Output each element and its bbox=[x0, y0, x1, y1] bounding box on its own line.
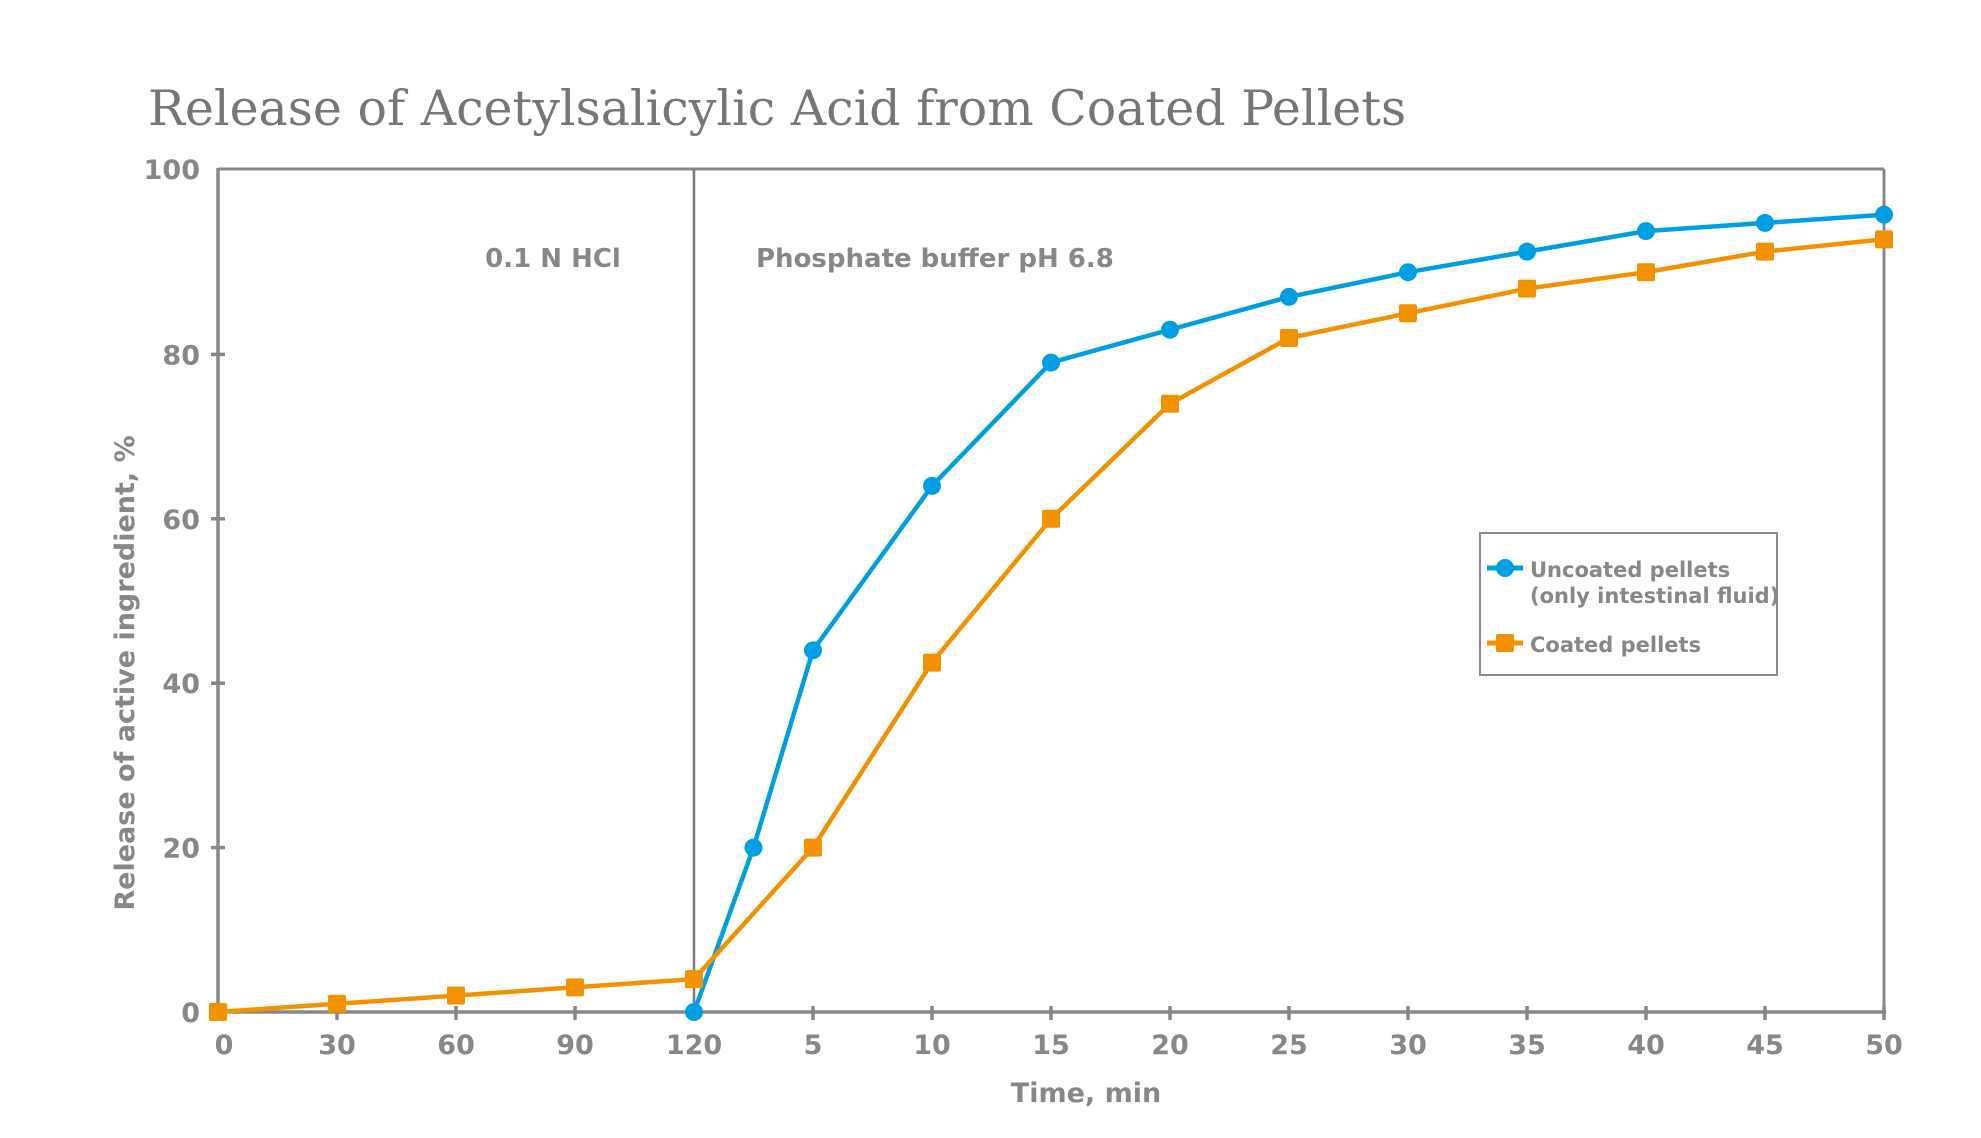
data-point-uncoated bbox=[744, 838, 763, 857]
x-tick-label: 35 bbox=[1508, 1030, 1546, 1061]
data-point-uncoated bbox=[1280, 287, 1298, 306]
x-tick-label: 40 bbox=[1627, 1030, 1665, 1061]
legend-label-coated: Coated pellets bbox=[1530, 633, 1701, 657]
data-point-uncoated bbox=[1161, 320, 1179, 339]
data-point-coated bbox=[447, 986, 465, 1005]
x-tick-label: 120 bbox=[666, 1030, 722, 1061]
legend-entry-coated: Coated pellets bbox=[1487, 633, 1701, 657]
legend: Uncoated pellets (only intestinal fluid)… bbox=[1479, 532, 1779, 676]
data-point-coated bbox=[685, 970, 703, 989]
data-point-coated bbox=[1637, 263, 1655, 282]
data-point-uncoated bbox=[685, 1003, 703, 1021]
y-axis-ticks: 0 20 40 60 80 100 bbox=[144, 155, 225, 1029]
x-tick-label: 45 bbox=[1746, 1030, 1784, 1061]
data-point-coated bbox=[328, 994, 346, 1013]
data-point-coated bbox=[804, 838, 822, 857]
data-point-uncoated bbox=[804, 641, 822, 660]
chart-title: Release of Acetylsalicylic Acid from Coa… bbox=[148, 80, 1406, 137]
data-point-coated bbox=[1875, 230, 1893, 249]
data-point-coated bbox=[1756, 242, 1774, 261]
annotation-buffer-phase: Phosphate buffer pH 6.8 bbox=[756, 244, 1114, 274]
y-tick-label: 0 bbox=[181, 998, 200, 1029]
data-point-uncoated bbox=[1637, 222, 1655, 241]
x-tick-label: 15 bbox=[1032, 1030, 1070, 1061]
x-tick-label: 10 bbox=[913, 1030, 951, 1061]
legend-box bbox=[1479, 532, 1778, 676]
y-tick-label: 60 bbox=[162, 505, 200, 536]
data-point-uncoated bbox=[1042, 353, 1060, 372]
y-tick-label: 80 bbox=[162, 340, 200, 371]
y-tick-label: 40 bbox=[162, 669, 200, 700]
data-point-uncoated bbox=[1756, 213, 1774, 232]
legend-marker-circle-icon bbox=[1496, 559, 1514, 577]
series-line-uncoated bbox=[691, 212, 1885, 1013]
legend-entry-uncoated: Uncoated pellets (only intestinal fluid) bbox=[1487, 558, 1779, 608]
data-point-uncoated bbox=[1875, 205, 1893, 224]
annotation-acid-phase: 0.1 N HCl bbox=[485, 244, 621, 274]
x-tick-label: 30 bbox=[1389, 1030, 1427, 1061]
data-point-coated bbox=[1399, 304, 1417, 323]
x-tick-label: 50 bbox=[1865, 1030, 1903, 1061]
legend-marker-square-icon bbox=[1496, 634, 1514, 652]
data-point-coated bbox=[1518, 279, 1536, 298]
data-point-uncoated bbox=[1399, 263, 1417, 282]
x-axis-title: Time, min bbox=[1011, 1078, 1161, 1109]
x-tick-label: 25 bbox=[1270, 1030, 1308, 1061]
data-point-uncoated bbox=[1518, 242, 1536, 261]
data-point-uncoated bbox=[923, 476, 941, 495]
x-axis-ticks: 0 30 60 90 120 5 10 15 20 25 30 35 40 45 50 bbox=[215, 1006, 1903, 1061]
data-point-coated bbox=[1161, 394, 1179, 413]
series-uncoated bbox=[685, 205, 1893, 1021]
x-tick-label: 90 bbox=[556, 1030, 594, 1061]
data-point-coated bbox=[923, 653, 941, 672]
legend-label-uncoated-line2: (only intestinal fluid) bbox=[1530, 584, 1779, 608]
region-labels: 0.1 N HCl Phosphate buffer pH 6.8 bbox=[485, 244, 1114, 274]
x-tick-label: 0 bbox=[215, 1030, 234, 1061]
series-coated bbox=[209, 230, 1893, 1021]
series-layer bbox=[209, 205, 1893, 1021]
y-tick-label: 20 bbox=[162, 834, 200, 865]
x-tick-label: 20 bbox=[1151, 1030, 1189, 1061]
x-tick-label: 30 bbox=[318, 1030, 356, 1061]
data-point-coated bbox=[209, 1003, 227, 1021]
data-point-coated bbox=[1280, 328, 1298, 347]
legend-label-uncoated-line1: Uncoated pellets bbox=[1530, 558, 1730, 582]
x-tick-label: 5 bbox=[804, 1030, 823, 1061]
y-tick-label: 100 bbox=[144, 155, 200, 186]
x-tick-label: 60 bbox=[437, 1030, 475, 1061]
y-axis-title: Release of active ingredient, % bbox=[110, 435, 141, 910]
data-point-coated bbox=[566, 978, 584, 997]
data-point-coated bbox=[1042, 509, 1060, 528]
